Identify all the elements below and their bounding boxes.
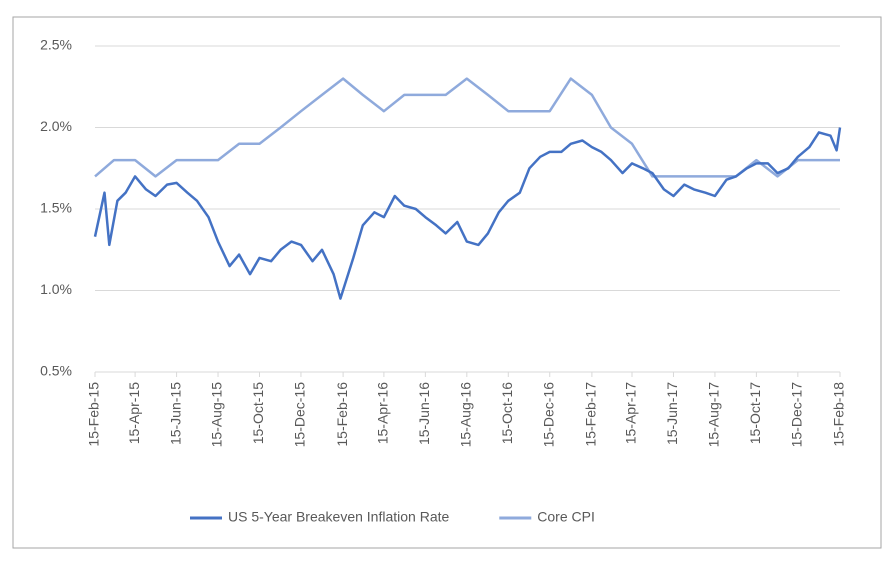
x-tick-label: 15-Feb-18: [831, 382, 847, 447]
x-tick-label: 15-Oct-17: [747, 382, 763, 444]
legend: US 5-Year Breakeven Inflation Rate Core C…: [190, 509, 595, 525]
x-tick-label: 15-Dec-17: [789, 382, 805, 448]
x-tick-label: 15-Jun-17: [664, 382, 680, 445]
x-tick-label: 15-Feb-16: [334, 382, 350, 447]
legend-label: Core CPI: [537, 509, 595, 525]
x-tick-label: 15-Apr-17: [623, 382, 639, 444]
x-tick-label: 15-Oct-15: [250, 382, 266, 444]
x-tick-label: 15-Jun-15: [167, 382, 183, 445]
x-tick-label: 15-Oct-16: [499, 382, 515, 444]
x-tick-label: 15-Aug-15: [209, 382, 225, 448]
y-tick-label: 1.5%: [40, 200, 72, 216]
x-tick-label: 15-Feb-15: [86, 382, 102, 447]
y-tick-label: 0.5%: [40, 363, 72, 379]
y-tick-label: 2.5%: [40, 37, 72, 53]
x-tick-label: 15-Aug-17: [706, 382, 722, 448]
series-line: [93, 127, 842, 300]
x-tick-label: 15-Dec-15: [292, 382, 308, 448]
y-tick-label: 1.0%: [40, 281, 72, 297]
legend-label: US 5-Year Breakeven Inflation Rate: [228, 509, 449, 525]
x-tick-label: 15-Aug-16: [458, 382, 474, 448]
x-tick-label: 15-Apr-15: [126, 382, 142, 444]
chart-frame: [12, 16, 882, 549]
x-tick-label: 15-Dec-16: [540, 382, 556, 448]
series-line: [94, 77, 840, 178]
x-tick-label: 15-Apr-16: [375, 382, 391, 444]
x-tick-label: 15-Jun-16: [416, 382, 432, 445]
x-tick-label: 15-Feb-17: [583, 382, 599, 447]
y-tick-label: 2.0%: [40, 118, 72, 134]
